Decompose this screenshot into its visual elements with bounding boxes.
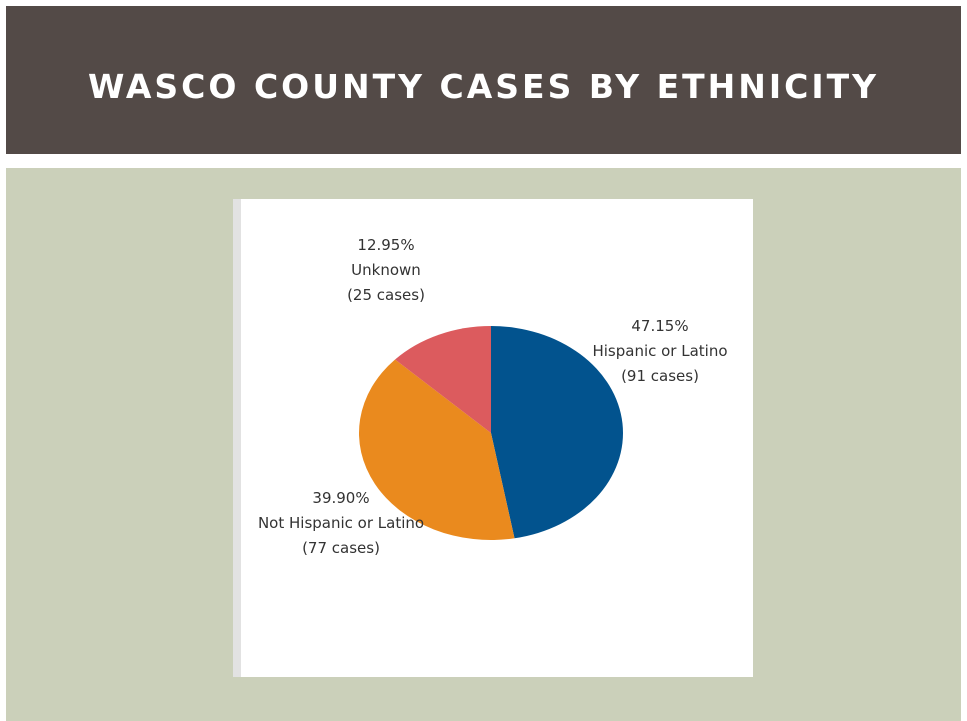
- slice-percent-not-hispanic: 39.90%: [312, 489, 370, 507]
- title-bar: WASCO COUNTY CASES BY ETHNICITY: [6, 6, 961, 154]
- slice-cases-hispanic: (91 cases): [621, 367, 699, 385]
- pie-slice-not-hispanic-or-latino: [358, 359, 515, 540]
- slice-label-not-hispanic: 39.90% Not Hispanic or Latino (77 cases): [258, 486, 424, 561]
- slice-label-unknown: 12.95% Unknown (25 cases): [347, 233, 425, 308]
- slice-percent-hispanic: 47.15%: [631, 317, 689, 335]
- pie-chart: [358, 326, 623, 540]
- pie-slice-hispanic-or-latino: [491, 326, 623, 539]
- slice-label-hispanic: 47.15% Hispanic or Latino (91 cases): [592, 314, 727, 389]
- slice-name-unknown: Unknown: [351, 261, 421, 279]
- slice-name-hispanic: Hispanic or Latino: [592, 342, 728, 360]
- slice-name-not-hispanic: Not Hispanic or Latino: [257, 514, 425, 532]
- card-edge-divider: [233, 199, 241, 677]
- content-area: 12.95% Unknown (25 cases) 47.15% Hispani…: [6, 168, 961, 721]
- pie-slice-unknown: [395, 326, 491, 433]
- chart-card: 12.95% Unknown (25 cases) 47.15% Hispani…: [233, 199, 753, 677]
- slice-cases-unknown: (25 cases): [347, 286, 425, 304]
- slide-title: WASCO COUNTY CASES BY ETHNICITY: [87, 66, 880, 106]
- slice-cases-not-hispanic: (77 cases): [302, 539, 380, 557]
- slice-percent-unknown: 12.95%: [357, 236, 415, 254]
